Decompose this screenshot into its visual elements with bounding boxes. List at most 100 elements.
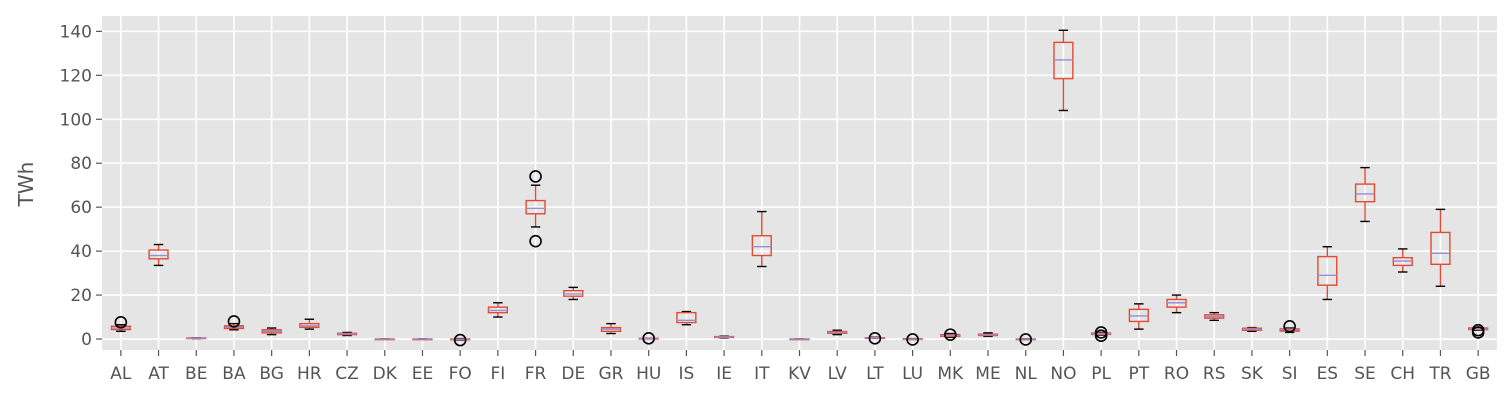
y-axis-label: TWh (14, 162, 38, 208)
box-ro (1166, 294, 1187, 314)
x-tick-label: GB (1466, 364, 1491, 384)
x-tick-label: SE (1354, 364, 1376, 384)
x-tick-label: CH (1390, 364, 1415, 384)
box-cz (336, 331, 358, 337)
y-tick-label: 0 (81, 330, 92, 350)
outlier-point (453, 333, 467, 347)
x-tick-label: IT (754, 364, 770, 384)
box-series (110, 29, 1489, 347)
y-axis: 0 20 40 60 80 100 120 140 (60, 22, 102, 350)
box-lu (902, 333, 923, 346)
outlier-point (114, 316, 128, 329)
box-kv (789, 338, 810, 341)
box-sk (1241, 326, 1263, 333)
box-ch (1392, 248, 1413, 273)
outlier-point (906, 333, 919, 346)
x-tick-label: HU (636, 364, 661, 384)
x-tick-label: BG (259, 364, 284, 384)
x-tick-label: KV (788, 364, 811, 384)
x-tick-label: TR (1428, 364, 1451, 384)
box-de (563, 286, 584, 301)
box-me (977, 332, 999, 338)
x-tick-label: FR (525, 364, 547, 384)
y-tick-label: 100 (60, 110, 92, 130)
outlier-point (1471, 323, 1485, 337)
x-tick-label: EE (412, 364, 433, 384)
x-tick-label: NL (1015, 364, 1038, 384)
box-rs (1204, 311, 1225, 322)
outlier-point (529, 170, 542, 183)
x-tick-label: IS (678, 364, 694, 384)
y-tick-label: 20 (70, 286, 92, 306)
y-tick-label: 140 (60, 22, 92, 42)
box-ba (223, 315, 245, 331)
outlier-point (1019, 333, 1033, 346)
box-hu (638, 332, 659, 345)
x-tick-label: BE (185, 364, 207, 384)
outlier-point (642, 332, 655, 345)
box-iqr (1354, 183, 1376, 203)
x-tick-label: FO (449, 364, 472, 384)
outlier-point (227, 315, 241, 328)
x-tick-label: HR (297, 364, 322, 384)
box-si (1279, 319, 1300, 334)
box-se (1354, 166, 1376, 223)
x-tick-label: LU (902, 364, 923, 384)
x-tick-label: FI (490, 364, 505, 384)
x-tick-label: DE (561, 364, 585, 384)
x-tick-label: AL (110, 364, 132, 384)
y-tick-label: 40 (70, 242, 92, 262)
x-tick-label: DK (373, 364, 398, 384)
y-tick-label: 60 (70, 198, 92, 218)
x-tick-label: RS (1203, 364, 1226, 384)
x-tick-label: ES (1317, 364, 1339, 384)
box-no (1053, 29, 1074, 112)
x-tick-label: LT (866, 364, 884, 384)
x-tick-label: BA (222, 364, 246, 384)
x-tick-label: AT (148, 364, 169, 384)
x-tick-label: GR (598, 364, 623, 384)
box-ie (713, 335, 735, 339)
box-lt (864, 332, 886, 345)
box-iqr (525, 199, 546, 215)
box-pt (1128, 303, 1149, 330)
box-fr (525, 170, 546, 248)
x-tick-label: CZ (335, 364, 359, 384)
box-be (186, 336, 207, 340)
outlier-point (1283, 319, 1296, 333)
box-iqr (148, 249, 169, 260)
box-fi (487, 302, 509, 318)
box-gb (1468, 323, 1489, 339)
box-at (148, 243, 169, 267)
box-dk (374, 338, 395, 341)
outlier-point (529, 234, 542, 248)
grid-lines (102, 16, 1497, 350)
x-tick-label: MK (937, 364, 964, 384)
box-iqr (751, 235, 772, 257)
box-tr (1430, 208, 1451, 287)
outlier-point (868, 332, 882, 345)
box-gr (600, 322, 622, 335)
outlier-point (1094, 326, 1108, 339)
box-pl (1090, 326, 1112, 343)
outlier-point (1094, 329, 1108, 343)
box-bg (261, 327, 282, 336)
box-it (751, 210, 772, 268)
box-iqr (1317, 255, 1338, 286)
box-hr (299, 318, 320, 330)
x-tick-label: SI (1282, 364, 1298, 384)
y-tick-label: 80 (70, 154, 92, 174)
box-fo (450, 333, 471, 347)
x-axis: AL AT BE BA BG HR CZ DK EE FO FI FR DE GR HU IS IE IT KV LV… (110, 350, 1491, 384)
box-iqr (676, 311, 697, 324)
box-al (110, 316, 131, 333)
x-tick-label: RO (1164, 364, 1189, 384)
x-tick-label: NO (1050, 364, 1076, 384)
box-is (676, 310, 697, 326)
outlier-point (944, 328, 957, 341)
box-nl (1015, 333, 1036, 346)
box-lv (827, 329, 848, 336)
x-tick-label: ME (975, 364, 1000, 384)
x-tick-label: PL (1091, 364, 1111, 384)
